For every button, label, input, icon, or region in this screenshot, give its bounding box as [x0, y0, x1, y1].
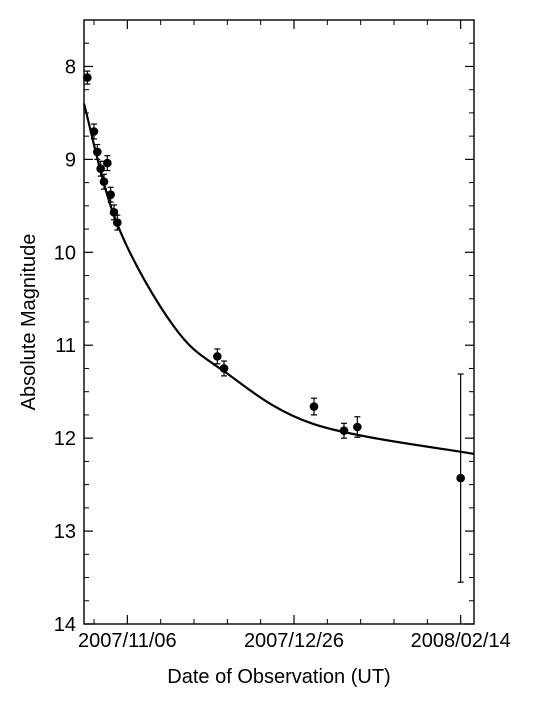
- data-point: [213, 352, 222, 361]
- x-tick-label: 2008/02/14: [411, 630, 511, 652]
- y-tick-label: 9: [65, 149, 76, 171]
- data-point: [93, 147, 102, 157]
- y-tick-label: 11: [55, 335, 76, 357]
- fit-curve: [82, 103, 475, 456]
- y-tick-label: 13: [54, 521, 76, 543]
- data-point: [309, 402, 319, 411]
- data-point: [106, 190, 115, 199]
- data-point: [113, 218, 122, 227]
- y-axis-label: Absolute Magnitude: [18, 234, 40, 411]
- y-tick-label: 14: [54, 614, 76, 636]
- y-tick-label: 12: [54, 428, 76, 450]
- y-tick-label: 10: [54, 242, 76, 264]
- data-point: [109, 208, 119, 217]
- data-point: [96, 164, 105, 173]
- data-point: [99, 177, 109, 186]
- x-axis-ticks: 2007/11/06 2007/12/26 2008/02/14: [78, 20, 511, 652]
- y-tick-label: 8: [65, 56, 76, 78]
- y-axis-ticks: 8 9 10 11 12 13 14: [54, 19, 474, 636]
- data-point: [103, 158, 112, 168]
- data-point: [339, 426, 349, 436]
- data-point: [456, 473, 465, 483]
- data-point: [89, 127, 99, 136]
- plot-frame: [83, 19, 475, 625]
- x-tick-label: 2007/11/06: [78, 630, 177, 652]
- x-axis-label: Date of Observation (UT): [167, 666, 390, 688]
- data-point: [353, 422, 362, 432]
- x-tick-label: 2007/12/26: [244, 630, 344, 652]
- data-point: [219, 364, 229, 373]
- data-point: [83, 73, 92, 82]
- data-points: [83, 70, 465, 583]
